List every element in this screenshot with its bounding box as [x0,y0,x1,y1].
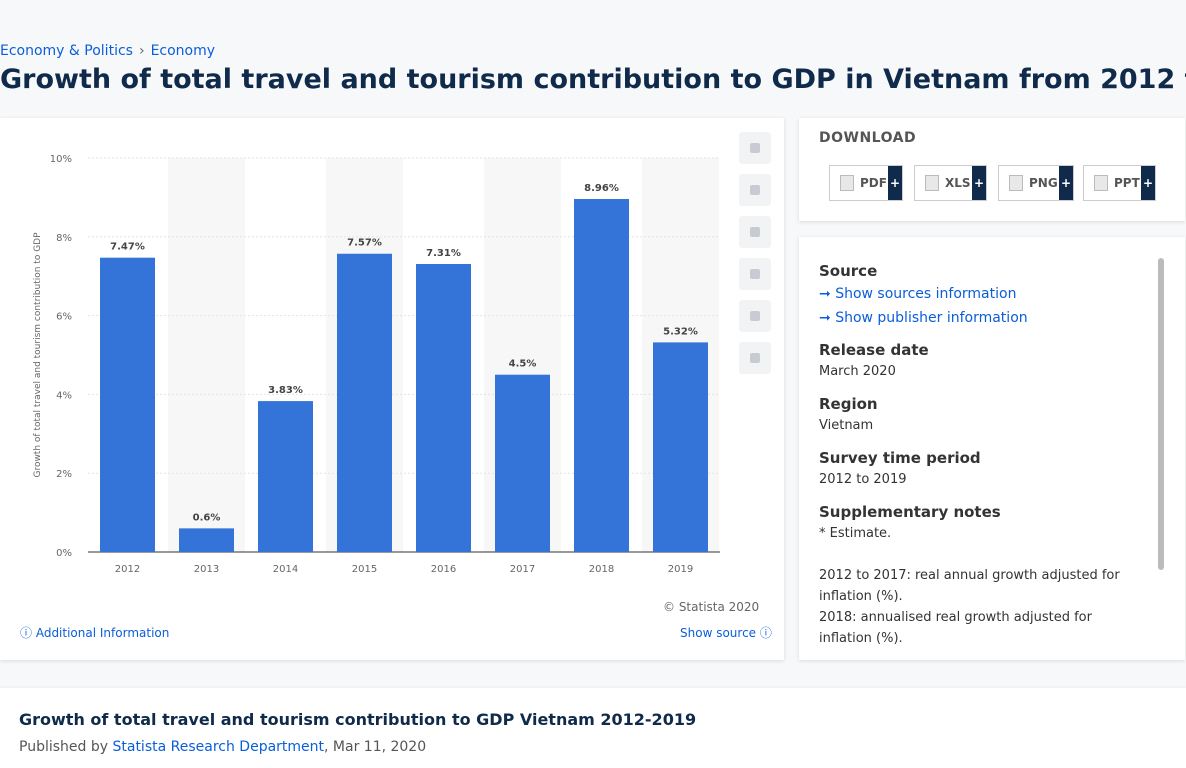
source-heading: Source [819,262,878,280]
breadcrumb: Economy & Politics › Economy [0,43,216,59]
value-label: 4.5% [509,359,537,370]
add[interactable]: + [972,166,986,200]
value-label: 7.47% [110,242,145,253]
additional-info[interactable]: ⓘ Additional Information [20,626,170,640]
download-pdf[interactable]: PDF + [829,165,903,201]
x-tick-label: 2014 [273,564,298,575]
page-title: Growth of total travel and tourism contr… [0,64,1186,95]
link[interactable]: ➞ Show publisher information [819,310,1028,326]
y-axis-label: Growth of total travel and tourism contr… [33,232,43,478]
section-heading: Release date [819,341,929,359]
band-shade [168,158,245,552]
credit: © Statista 2020 [663,600,760,614]
y-tick-label: 4% [56,390,72,401]
settings-button[interactable] [739,216,771,248]
y-tick-label: 8% [56,233,72,244]
bar [653,342,708,552]
download-ppt[interactable]: PPT + [1083,165,1156,201]
footer-panel [0,688,1186,768]
cite-button[interactable] [739,300,771,332]
x-tick-label: 2018 [589,564,614,575]
section-text: March 2020 [819,364,896,379]
x-tick-label: 2013 [194,564,219,575]
show-source-text[interactable]: Show source [680,626,757,640]
x-tick-label: 2015 [352,564,377,575]
note: 2012 to 2017: real annual growth adjuste… [819,568,1120,604]
format: XLS [945,176,971,190]
y-tick-label: 0% [56,548,72,559]
section-text: Vietnam [819,418,874,433]
value-label: 3.83% [268,385,303,396]
y-tick-label: 2% [56,469,72,480]
x-tick-label: 2016 [431,564,456,575]
print-button[interactable] [739,342,771,374]
show-source[interactable]: Show source ⓘ [680,626,772,640]
published-by: Published by [19,739,109,755]
y-tick-label: 10% [50,154,72,165]
download-png[interactable]: PNG + [998,165,1074,201]
y-tick-label: 6% [56,312,72,323]
footer-title: Growth of total travel and tourism contr… [19,710,697,729]
crumb[interactable]: Economy & Politics [0,43,133,59]
additional-info-text[interactable]: Additional Information [35,626,170,640]
details-panel [799,237,1185,660]
x-tick-label: 2012 [115,564,140,575]
bar [258,401,313,552]
bar [495,374,550,552]
section-text: 2012 to 2019 [819,472,907,487]
share-button[interactable] [739,258,771,290]
value-label: 0.6% [193,512,221,523]
date: , Mar 11, 2020 [324,739,427,755]
favorite-button[interactable] [739,132,771,164]
format: PNG [1029,176,1058,190]
x-tick-label: 2019 [668,564,693,575]
value-label: 8.96% [584,183,619,194]
published: Published by Statista Research Departmen… [19,739,426,755]
bar [100,257,155,552]
notes-heading: Supplementary notes [819,503,1001,521]
value-label: 7.57% [347,238,382,249]
link[interactable]: ➞ Show sources information [819,286,1017,302]
download-xls[interactable]: XLS + [914,165,987,201]
bar [574,198,629,552]
x-tick-label: 2017 [510,564,535,575]
section-heading: Region [819,395,878,413]
scrollbar[interactable] [1158,258,1164,570]
add[interactable]: + [1059,166,1073,200]
note: * Estimate. [819,526,892,541]
bar [179,528,234,552]
alert-button[interactable] [739,174,771,206]
note: 2018: annualised real growth adjusted fo… [819,610,1092,644]
value-label: 5.32% [663,326,698,337]
format: PPT [1114,176,1140,190]
chart: 0% 2% 4% 6% 8% 10% Growth of total travel and … [33,154,720,575]
link-text[interactable]: Show sources information [835,286,1017,302]
value-label: 7.31% [426,248,461,259]
download-heading: DOWNLOAD [819,130,917,146]
section-heading: Survey time period [819,449,981,467]
bar [416,263,471,552]
details: Source ➞ Show sources information ➞ Show… [819,261,1144,644]
add[interactable]: + [1141,166,1155,200]
crumb[interactable]: Economy [150,43,216,59]
format: PDF [860,176,887,190]
link-text[interactable]: Show publisher information [835,310,1028,326]
add[interactable]: + [888,166,902,200]
bar [337,253,392,552]
publisher[interactable]: Statista Research Department [112,739,325,755]
